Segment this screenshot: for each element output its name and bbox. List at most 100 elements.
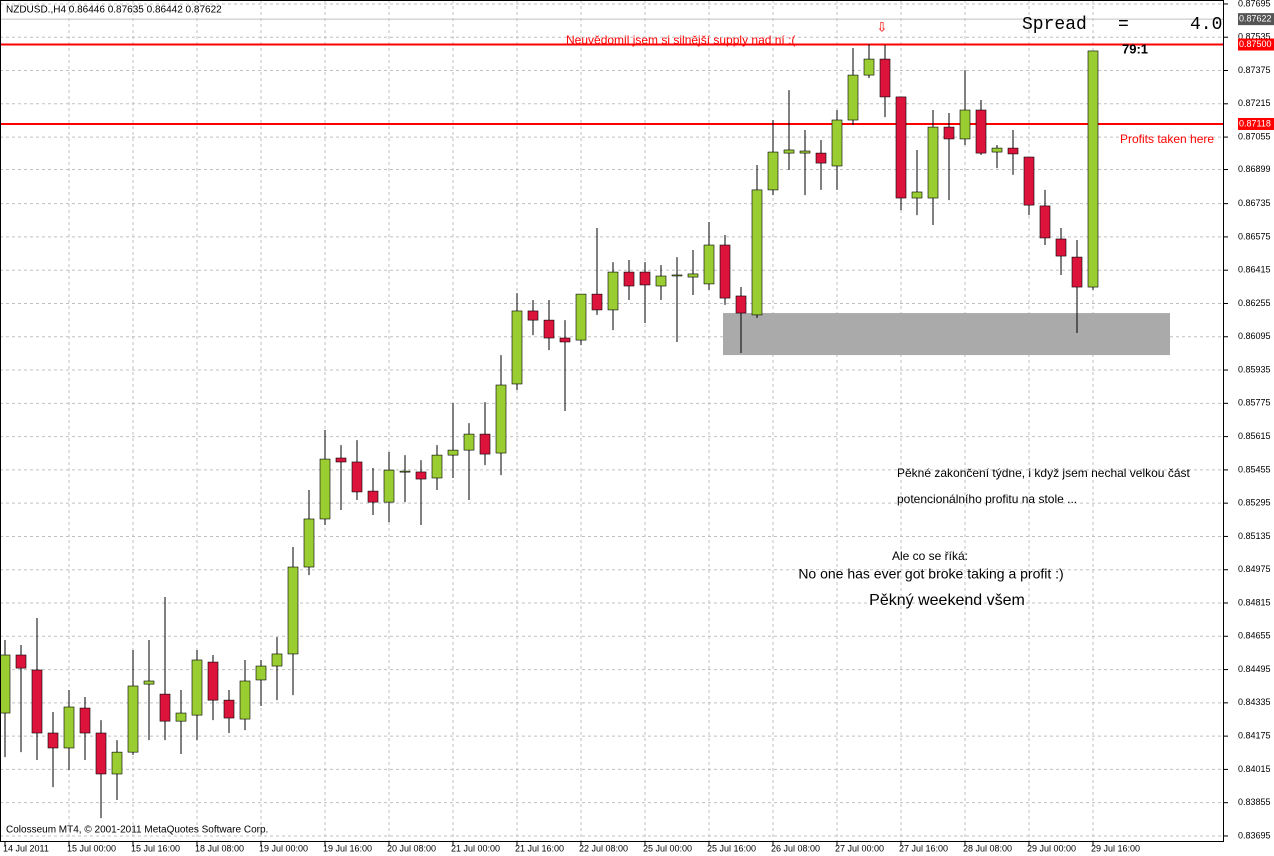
candle-body	[159, 693, 171, 722]
x-tick-label: 14 Jul 2011	[3, 843, 49, 853]
x-tick-label: 27 Jul 00:00	[835, 843, 884, 853]
y-tick-label: 0.84175	[1238, 731, 1271, 741]
x-tick-label: 29 Jul 00:00	[1027, 843, 1076, 853]
candle-body	[367, 490, 379, 503]
candle-body	[351, 461, 363, 493]
candle-body	[143, 680, 155, 685]
level-tag	[1238, 38, 1274, 51]
x-tick-label: 21 Jul 00:00	[451, 843, 500, 853]
candle-body	[655, 275, 667, 287]
candle-body	[415, 471, 427, 480]
candle-body	[1087, 50, 1099, 288]
annotation: Profits taken here	[1120, 132, 1214, 146]
y-tick-label: 0.85455	[1238, 464, 1271, 474]
y-tick-label: 0.84815	[1238, 597, 1271, 607]
candle-body	[543, 319, 555, 339]
candle-body	[447, 449, 459, 456]
candle-body	[847, 74, 859, 121]
candle-body	[911, 191, 923, 199]
y-tick-label: 0.86575	[1238, 231, 1271, 241]
candle-body	[943, 126, 955, 140]
candle-body	[687, 273, 699, 278]
candle-body	[255, 665, 267, 681]
candle-body	[303, 518, 315, 568]
candle-layer	[0, 18, 1224, 819]
candle-body	[623, 271, 635, 287]
y-tick-label: 0.86899	[1238, 164, 1271, 174]
candle-body	[399, 470, 411, 473]
y-tick-label: 0.86255	[1238, 298, 1271, 308]
level-label: 0.87500	[1239, 39, 1272, 49]
x-tick-label: 15 Jul 16:00	[131, 843, 180, 853]
candle-body	[95, 732, 107, 775]
candle-body	[639, 271, 651, 286]
annotation: No one has ever got broke taking a profi…	[798, 566, 1063, 582]
y-tick-label: 0.84015	[1238, 764, 1271, 774]
x-tick-label: 25 Jul 00:00	[643, 843, 692, 853]
candle-body	[111, 751, 123, 775]
candle-body	[463, 433, 475, 451]
annotation: Pěkné zakončení týdne, i když jsem necha…	[897, 466, 1190, 480]
candle-body	[863, 58, 875, 76]
candle-body	[831, 119, 843, 167]
spread-value: 4.0	[1190, 15, 1222, 35]
annotation: Ale co se říká:	[892, 549, 968, 563]
y-tick-label: 0.86095	[1238, 331, 1271, 341]
candle-body	[559, 337, 571, 343]
x-tick-label: 21 Jul 16:00	[515, 843, 564, 853]
candle-body	[0, 654, 11, 714]
candle-body	[751, 189, 763, 316]
copyright: Colosseum MT4, © 2001-2011 MetaQuotes So…	[6, 825, 268, 836]
y-tick-label: 0.84335	[1238, 697, 1271, 707]
candle-body	[799, 150, 811, 154]
candle-body	[1071, 256, 1083, 288]
candle-body	[479, 433, 491, 455]
y-tick-label: 0.85615	[1238, 431, 1271, 441]
price-tag	[1238, 13, 1274, 26]
plot-border	[0, 0, 1224, 842]
x-tick-label: 19 Jul 00:00	[259, 843, 308, 853]
x-tick-label: 28 Jul 08:00	[963, 843, 1012, 853]
candle-body	[287, 566, 299, 655]
chart-title: NZDUSD.,H4 0.86446 0.87635 0.86442 0.876…	[6, 5, 222, 16]
x-tick-label: 15 Jul 00:00	[67, 843, 116, 853]
x-tick-label: 20 Jul 08:00	[387, 843, 436, 853]
y-tick-label: 0.87215	[1238, 98, 1271, 108]
y-tick-label: 0.86735	[1238, 198, 1271, 208]
spread-eq: =	[1118, 15, 1129, 35]
x-tick-label: 18 Jul 08:00	[195, 843, 244, 853]
candle-body	[591, 293, 603, 311]
y-tick-label: 0.87055	[1238, 131, 1271, 141]
annotation: Neuvědomil jsem si silnější supply nad n…	[566, 33, 795, 47]
level-label: 0.87118	[1239, 118, 1271, 128]
candle-body	[735, 295, 747, 314]
candle-body	[223, 699, 235, 719]
spread-label: Spread	[1022, 15, 1087, 35]
ratio: 79:1	[1122, 41, 1148, 56]
annotation: Pěkný weekend všem	[869, 592, 1025, 609]
candle-body	[575, 293, 587, 341]
y-tick-label: 0.85135	[1238, 531, 1271, 541]
candle-body	[879, 58, 891, 98]
candle-body	[991, 147, 1003, 153]
candle-body	[207, 661, 219, 701]
candle-body	[527, 310, 539, 321]
candle-body	[63, 706, 75, 749]
candle-body	[895, 96, 907, 199]
candle-body	[975, 109, 987, 154]
candle-body	[815, 152, 827, 164]
x-tick-label: 27 Jul 16:00	[899, 843, 948, 853]
y-tick-label: 0.84975	[1238, 564, 1271, 574]
candle-body	[175, 712, 187, 722]
candle-body	[191, 659, 203, 716]
y-tick-label: 0.84495	[1238, 664, 1271, 674]
x-tick-label: 22 Jul 08:00	[579, 843, 628, 853]
candle-body	[47, 732, 59, 749]
candle-body	[1007, 147, 1019, 155]
y-tick-label: 0.85935	[1238, 364, 1271, 374]
y-tick-label: 0.85775	[1238, 398, 1271, 408]
y-tick-label: 0.84655	[1238, 631, 1271, 641]
candle-body	[1055, 238, 1067, 257]
